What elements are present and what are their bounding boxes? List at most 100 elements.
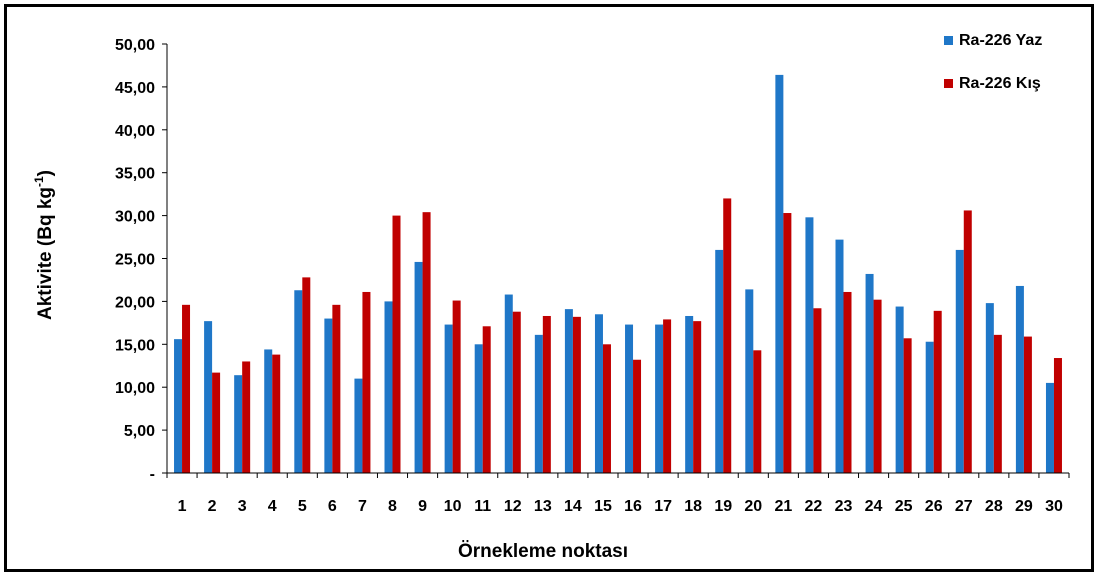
bar-kis-22: [813, 308, 822, 473]
bar-yaz-16: [625, 324, 634, 473]
x-tick-label: 11: [474, 498, 491, 515]
x-tick-label: 7: [358, 498, 367, 515]
bar-kis-30: [1053, 358, 1062, 473]
bar-kis-11: [482, 326, 491, 473]
x-tick-label: 12: [504, 498, 522, 515]
bar-yaz-8: [384, 301, 393, 473]
bar-kis-12: [512, 311, 521, 473]
bar-yaz-14: [564, 309, 573, 473]
x-tick-label: 20: [744, 498, 762, 515]
x-tick-label: 6: [328, 498, 337, 515]
bar-yaz-5: [294, 290, 303, 473]
bar-kis-10: [452, 300, 461, 473]
x-tick-label: 25: [895, 498, 913, 515]
x-tick-label: 23: [835, 498, 853, 515]
x-tick-label: 9: [418, 498, 427, 515]
bar-kis-23: [843, 291, 852, 473]
x-tick-label: 18: [684, 498, 702, 515]
bar-chart: - 5,00 10,00 15,00 20,00 25,00 30,00 35,00 40,00…: [32, 32, 1070, 562]
y-tick-label: 15,00: [115, 337, 155, 354]
bar-yaz-1: [174, 339, 183, 473]
y-axis-title-close: ): [35, 170, 56, 176]
bar-yaz-7: [354, 378, 363, 473]
bar-yaz-3: [234, 375, 243, 473]
x-axis-title: Örnekleme noktası: [458, 541, 628, 562]
x-tick-label: 22: [805, 498, 823, 515]
x-axis-ticks: 1 2 3 4 5 6 7 8 9 10 11 12 13 14 15 16 17 18 19 20 21 22 23 24 2…: [166, 473, 1070, 515]
y-tick-label: 50,00: [115, 37, 155, 54]
y-tick-label: 30,00: [115, 209, 155, 226]
x-tick-label: 24: [865, 498, 883, 515]
bar-kis-4: [272, 354, 281, 473]
bar-kis-8: [392, 215, 401, 473]
bar-yaz-6: [324, 318, 333, 473]
y-tick-label: 40,00: [115, 123, 155, 140]
y-tick-label: 45,00: [115, 80, 155, 97]
bar-kis-9: [422, 212, 431, 473]
x-tick-label: 19: [714, 498, 732, 515]
bar-yaz-20: [745, 289, 754, 473]
bar-yaz-11: [474, 344, 483, 473]
bars: [174, 74, 1062, 473]
bar-yaz-19: [715, 249, 724, 473]
x-tick-label: 2: [208, 498, 217, 515]
bar-yaz-17: [655, 324, 664, 473]
bar-yaz-9: [414, 261, 423, 473]
x-tick-label: 15: [594, 498, 612, 515]
x-tick-label: 5: [298, 498, 307, 515]
x-tick-label: 21: [774, 498, 792, 515]
y-tick-label: 25,00: [115, 252, 155, 269]
x-tick-label: 30: [1045, 498, 1063, 515]
bar-kis-7: [362, 291, 371, 473]
bar-yaz-13: [534, 334, 543, 473]
bar-kis-18: [693, 321, 702, 473]
bar-yaz-10: [444, 324, 453, 473]
bar-kis-5: [302, 277, 311, 473]
bar-kis-14: [572, 316, 581, 473]
x-tick-label: 4: [268, 498, 277, 515]
x-tick-label: 29: [1015, 498, 1033, 515]
y-axis-title-superscript: -1: [32, 176, 46, 187]
x-tick-label: 10: [444, 498, 462, 515]
bar-kis-20: [753, 350, 762, 473]
legend-swatch: [944, 79, 953, 88]
y-tick-label: 20,00: [115, 294, 155, 311]
bar-kis-19: [723, 198, 732, 473]
x-tick-label: 17: [654, 498, 672, 515]
bar-yaz-15: [594, 314, 603, 473]
bar-yaz-2: [204, 321, 213, 473]
bar-kis-16: [633, 359, 642, 473]
bar-yaz-18: [685, 315, 694, 473]
bar-yaz-21: [775, 74, 784, 473]
y-axis-title-main: Aktivite (Bq kg: [35, 187, 56, 320]
bar-yaz-27: [955, 249, 964, 473]
bar-kis-6: [332, 304, 341, 473]
bar-kis-28: [993, 334, 1002, 473]
x-tick-label: 26: [925, 498, 943, 515]
x-tick-label: 13: [534, 498, 552, 515]
x-tick-label: 16: [624, 498, 642, 515]
legend: Ra-226 Yaz Ra-226 Kış: [944, 32, 1042, 92]
bar-yaz-29: [1015, 285, 1024, 473]
bar-kis-3: [242, 361, 251, 473]
x-tick-label: 28: [985, 498, 1003, 515]
bar-kis-2: [212, 372, 221, 473]
bar-yaz-4: [264, 349, 273, 473]
bar-kis-17: [663, 319, 672, 473]
bar-kis-13: [542, 315, 551, 473]
bar-kis-29: [1023, 336, 1032, 473]
y-tick-label: 35,00: [115, 166, 155, 183]
x-tick-label: 8: [388, 498, 397, 515]
bar-kis-21: [783, 213, 792, 473]
bar-kis-26: [933, 310, 942, 473]
y-axis-title: Aktivite (Bq kg-1): [32, 170, 56, 320]
bar-kis-25: [903, 338, 912, 473]
chart-frame: - 5,00 10,00 15,00 20,00 25,00 30,00 35,00 40,00…: [4, 4, 1094, 572]
bar-yaz-23: [835, 239, 844, 473]
y-axis-ticks: - 5,00 10,00 15,00 20,00 25,00 30,00 35,00 40,00…: [115, 37, 167, 483]
x-tick-label: 3: [238, 498, 247, 515]
bar-kis-27: [963, 210, 972, 473]
bar-kis-24: [873, 299, 882, 473]
bar-yaz-24: [865, 273, 874, 473]
bar-yaz-12: [504, 294, 513, 473]
